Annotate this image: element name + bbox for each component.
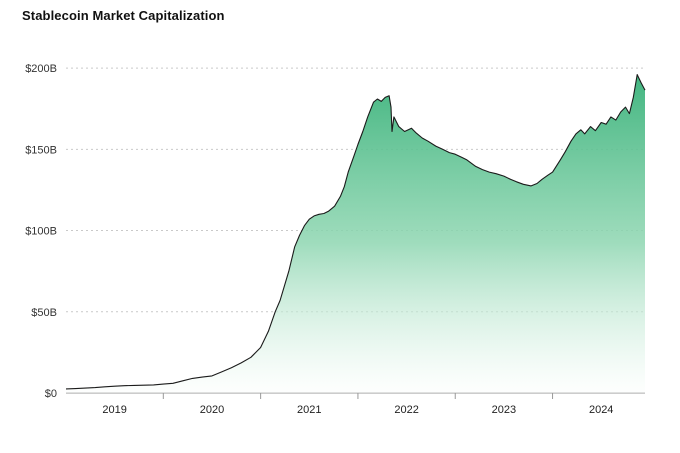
- x-tick-label-2021: 2021: [297, 404, 321, 416]
- area-series-stablecoin-marketcap: [66, 74, 645, 393]
- y-tick-label-100: $100B: [25, 226, 57, 238]
- line-series-stablecoin-marketcap: [65, 74, 646, 390]
- x-tick-label-2020: 2020: [200, 404, 224, 416]
- y-tick-label-50: $50B: [31, 307, 57, 319]
- chart-title: Stablecoin Market Capitalization: [22, 8, 225, 23]
- y-tick-label-0: $0: [45, 388, 57, 400]
- y-tick-label-150: $150B: [25, 144, 57, 156]
- y-tick-label-200: $200B: [25, 63, 57, 75]
- x-tick-label-2024: 2024: [589, 404, 613, 416]
- x-tick-label-2022: 2022: [394, 404, 418, 416]
- x-tick-label-2023: 2023: [492, 404, 516, 416]
- x-tick-label-2019: 2019: [102, 404, 126, 416]
